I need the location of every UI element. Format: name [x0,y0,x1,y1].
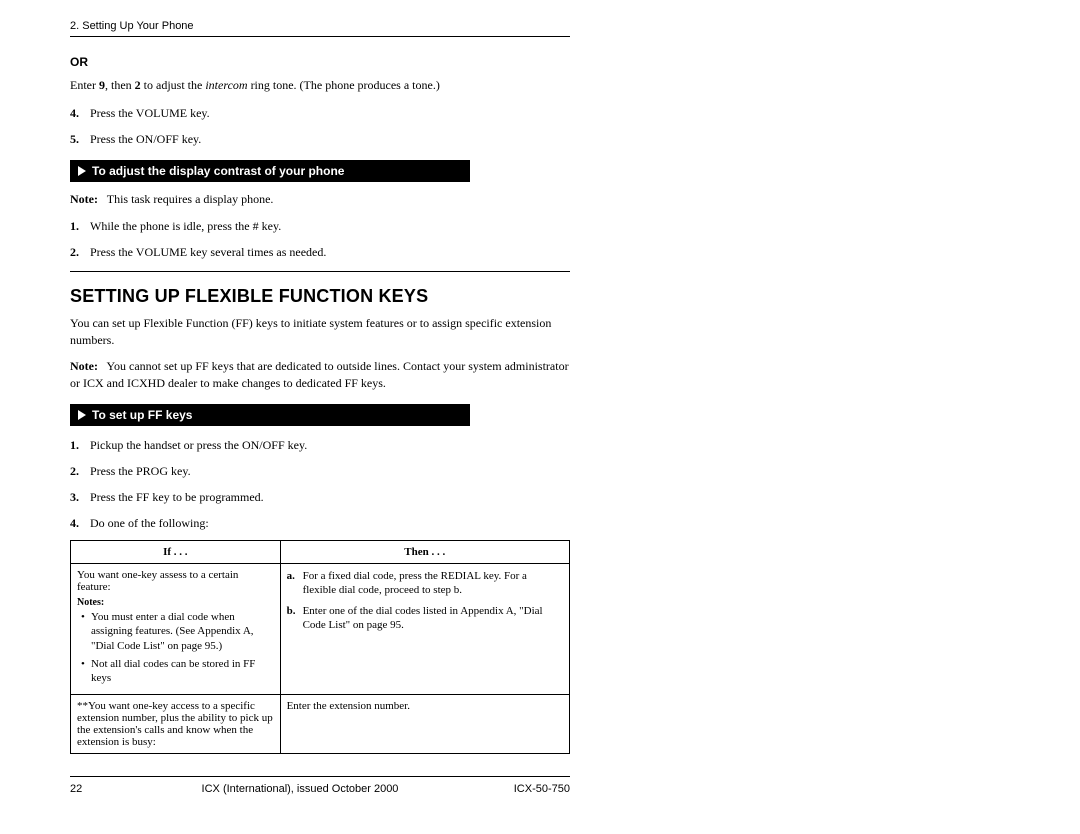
notes-list: You must enter a dial code when assignin… [77,610,274,685]
letter-number: a. [287,569,295,583]
text: Press the [90,245,136,259]
header-chapter: 2. Setting Up Your Phone [70,20,570,37]
text: Enter one of the dial codes listed in Ap… [303,605,543,631]
note-text: You cannot set up FF keys that are dedic… [70,359,572,390]
letter-list: a. For a fixed dial code, press the REDIA… [287,569,563,632]
section-rule [70,271,570,272]
text: While the phone is idle, press the [90,219,253,233]
step-number: 4. [70,104,79,122]
text: flexible dial code [303,584,379,596]
list-item: Not all dial codes can be stored in FF k… [91,657,274,686]
footer-doc: ICX-50-750 [460,783,570,795]
step-2: 2. Press the PROG key. [70,462,570,480]
text: dial code [168,611,208,623]
col-if-header: If . . . [71,540,281,563]
footer: 22 ICX (International), issued October 2… [70,777,570,795]
page-number: 22 [70,783,140,795]
text: intercom [205,78,247,92]
text: ON/OFF [136,132,179,146]
table-row: **You want one-key access to a specific … [71,695,570,754]
text: Press the [90,464,136,478]
step-number: 1. [70,217,79,235]
step-number: 4. [70,514,79,532]
text: , proceed to step b. [379,584,462,596]
bar-label: To set up FF keys [92,408,192,422]
document-page: 2. Setting Up Your Phone OR Enter 9, the… [70,20,570,795]
section-intro: You can set up Flexible Function (FF) ke… [70,315,570,349]
text: fixed dial code [328,570,393,582]
note-2: Note: You cannot set up FF keys that are… [70,358,570,392]
text: REDIAL [441,570,481,582]
step-number: 5. [70,130,79,148]
text: key. For a [481,570,527,582]
note-1: Note: This task requires a display phone… [70,192,570,207]
step-4: 4. Do one of the following: [70,514,570,532]
text: For a [303,570,329,582]
text: You must enter a [91,611,168,623]
section-title: Setting Up Flexible Function Keys [70,286,570,307]
procedure-bar-contrast: To adjust the display contrast of your p… [70,160,470,182]
text: Enter [70,78,99,92]
text: Do one of the following: [90,516,209,530]
col-then-header: Then . . . [280,540,569,563]
text: ring tone. (The phone produces a tone.) [248,78,440,92]
step-4: 4. Press the VOLUME key. [70,104,570,122]
table-row: You want one-key assess to a certain fea… [71,563,570,694]
text: , press the [394,570,441,582]
step-2: 2. Press the VOLUME key several times as … [70,243,570,261]
text: Press the [90,132,136,146]
note-label: Note: [70,359,98,373]
step-3: 3. Press the FF key to be programmed. [70,488,570,506]
text: You want one-key assess to a certain fea… [77,569,274,593]
text: Press the FF key to be programmed. [90,490,264,504]
note-text: This task requires a display phone. [98,192,273,206]
text: PROG [136,464,168,478]
footer-mid: ICX (International), issued October 2000 [140,783,460,795]
table-header-row: If . . . Then . . . [71,540,570,563]
text: key. [168,464,191,478]
or-label: OR [70,55,570,69]
step-number: 3. [70,488,79,506]
text: to adjust the [141,78,206,92]
step-1: 1. Pickup the handset or press the ON/OFF… [70,436,570,454]
step-5: 5. Press the ON/OFF key. [70,130,570,148]
step-number: 2. [70,243,79,261]
cell-if-2: **You want one-key access to a specific … [71,695,281,754]
text: key. [259,219,282,233]
text: VOLUME [136,245,187,259]
steps-c: 1. Pickup the handset or press the ON/OFF… [70,436,570,532]
text: ON/OFF [242,438,285,452]
cell-if-1: You want one-key assess to a certain fea… [71,563,281,694]
text: Press the [90,106,136,120]
cell-then-2: Enter the extension number. [280,695,569,754]
text: , then [105,78,135,92]
step-number: 2. [70,462,79,480]
list-item: You must enter a dial code when assignin… [91,610,274,653]
steps-a: 4. Press the VOLUME key. 5. Press the ON/O… [70,104,570,148]
text: key. [187,106,210,120]
notes-header: Notes: [77,597,274,608]
letter-number: b. [287,604,296,618]
list-item: b. Enter one of the dial codes listed in … [287,604,563,633]
text: key several times as needed. [187,245,326,259]
text: VOLUME [136,106,187,120]
bar-label: To adjust the display contrast of your p… [92,164,344,178]
list-item: a. For a fixed dial code, press the REDIA… [287,569,563,598]
steps-b: 1.While the phone is idle, press the # k… [70,217,570,261]
cell-then-1: a. For a fixed dial code, press the REDIA… [280,563,569,694]
note-label: Note: [70,192,98,206]
text: key. [285,438,308,452]
if-then-table: If . . . Then . . . You want one-key ass… [70,540,570,754]
procedure-bar-ffkeys: To set up FF keys [70,404,470,426]
text: key. [179,132,202,146]
step-number: 1. [70,436,79,454]
intro-text: Enter 9, then 2 to adjust the intercom r… [70,77,570,94]
text: Pickup the handset or press the [90,438,242,452]
triangle-icon [78,166,86,176]
step-1: 1.While the phone is idle, press the # k… [70,217,570,235]
triangle-icon [78,410,86,420]
